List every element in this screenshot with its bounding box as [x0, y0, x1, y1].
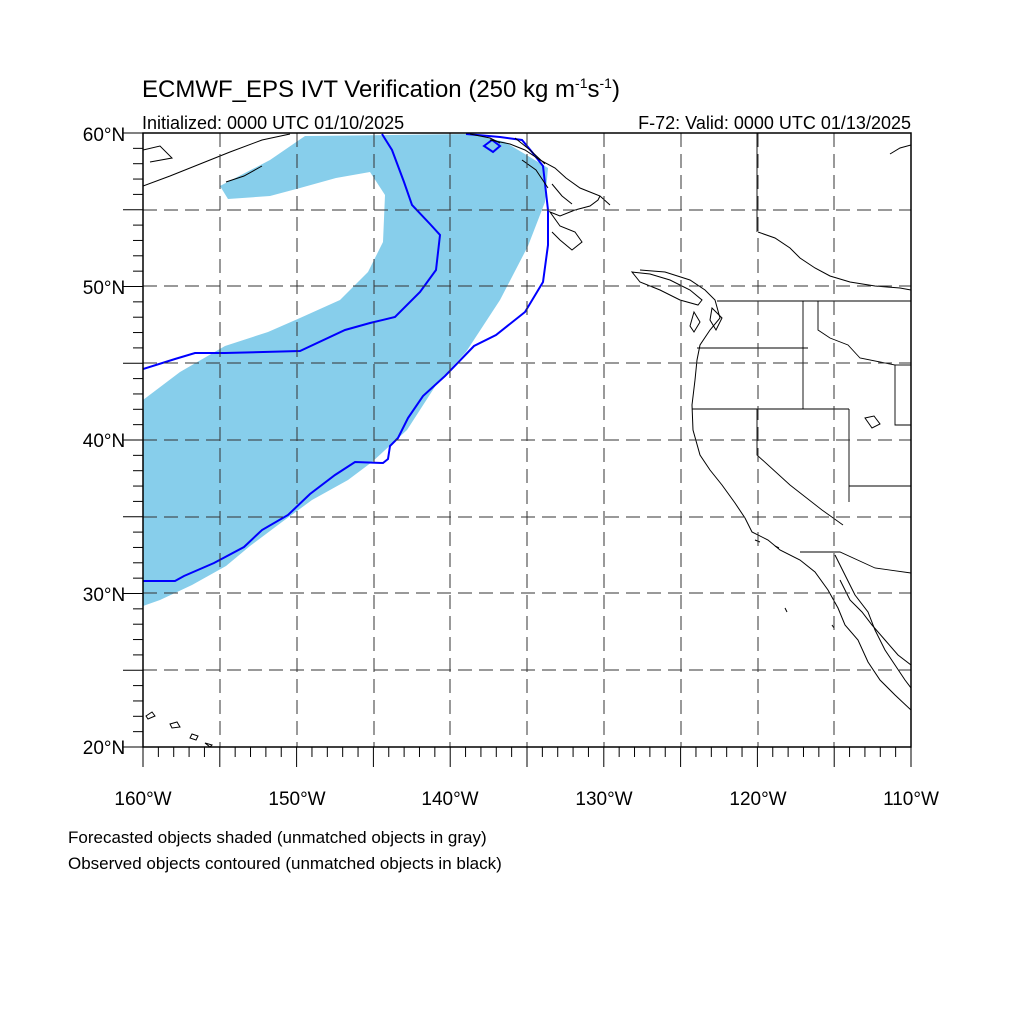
forecast-ivt-object: [143, 134, 548, 606]
lat-label-20n: 20°N: [83, 738, 125, 759]
lat-label-60n: 60°N: [83, 125, 125, 146]
lat-label-30n: 30°N: [83, 585, 125, 606]
axis-ticks: [123, 132, 912, 767]
lat-label-40n: 40°N: [83, 431, 125, 452]
footnote-forecast: Forecasted objects shaded (unmatched obj…: [68, 828, 487, 847]
lon-label-140w: 140°W: [421, 789, 478, 810]
observed-ivt-contour-small: [482, 138, 502, 154]
lon-label-110w: 110°W: [883, 789, 939, 810]
lon-label-130w: 130°W: [575, 789, 632, 810]
lon-label-120w: 120°W: [729, 789, 786, 810]
observed-ivt-contour: [143, 133, 549, 582]
political-borders: [692, 133, 911, 574]
lon-label-160w: 160°W: [114, 789, 171, 810]
initialized-label: Initialized: 0000 UTC 01/10/2025: [142, 113, 404, 133]
figure-title: ECMWF_EPS IVT Verification (250 kg m-1s-…: [142, 75, 620, 103]
lat-label-50n: 50°N: [83, 278, 125, 299]
footnote-observed: Observed objects contoured (unmatched ob…: [68, 854, 502, 873]
lon-label-150w: 150°W: [268, 789, 325, 810]
graticule: [143, 133, 911, 747]
valid-time-label: F-72: Valid: 0000 UTC 01/13/2025: [638, 113, 911, 133]
